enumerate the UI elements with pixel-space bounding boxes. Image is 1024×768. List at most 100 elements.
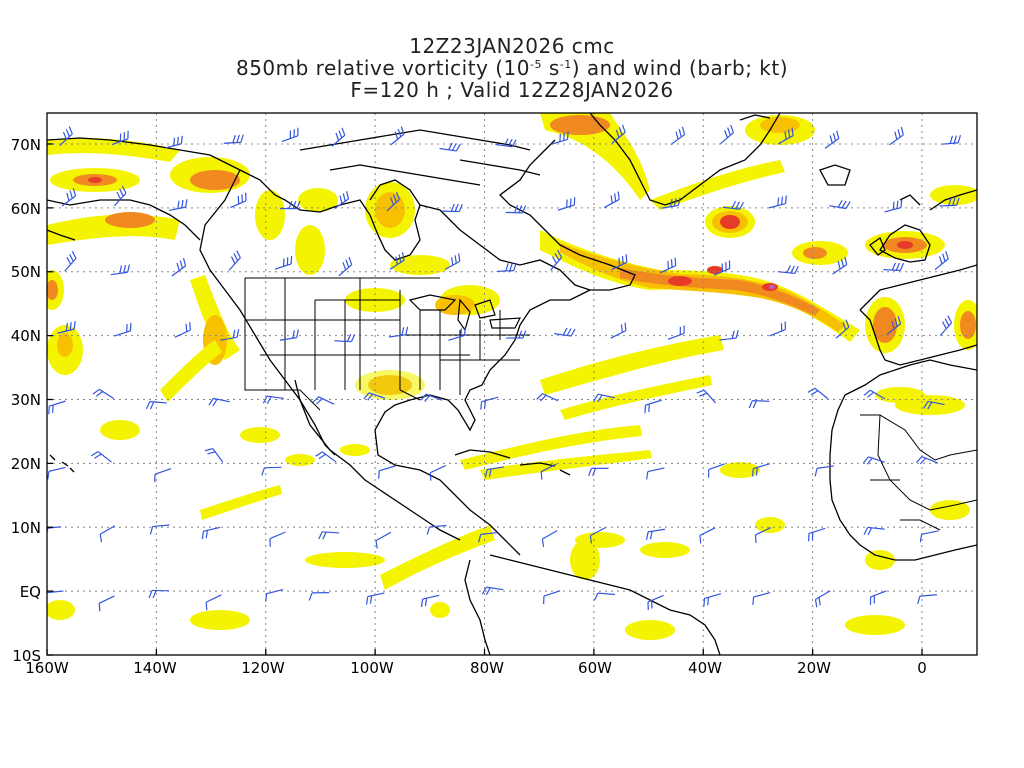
wind-barb-flag <box>589 535 592 544</box>
wind-barb-flag <box>837 261 841 270</box>
wind-barb-flag <box>735 201 741 210</box>
wind-barb-staff <box>486 586 504 591</box>
wind-barb-staff <box>98 595 115 604</box>
wind-barb-flag <box>791 127 794 136</box>
wind-barb-flag <box>292 330 295 339</box>
wind-barb-flag <box>511 139 517 148</box>
lon-labels: 160W 140W 120W 100W 80W 60W 40W 20W 0 <box>25 659 927 677</box>
wind-barb-staff <box>814 387 829 400</box>
wind-barb-flag <box>569 198 572 207</box>
wind-barb-flag <box>900 199 903 208</box>
wind-barb-flag <box>420 393 427 401</box>
wind-barb-flag <box>292 200 297 209</box>
wind-barb-flag <box>394 131 399 140</box>
wind-barb-flag <box>240 134 244 143</box>
lat-label-10S: 10S <box>12 647 41 665</box>
wind-barb-staff <box>269 531 286 540</box>
wind-barb-flag <box>897 129 901 138</box>
wind-barb <box>47 526 61 535</box>
wind-barb-staff <box>921 530 939 535</box>
wind-barb-staff <box>835 326 850 339</box>
wind-barb-flag <box>956 197 960 206</box>
wind-barb-staff <box>220 336 238 341</box>
wind-barb-staff <box>480 531 498 536</box>
wind-barb-flag <box>724 130 728 138</box>
wind-barb-flag <box>230 256 236 264</box>
wind-barb-flag <box>207 451 216 455</box>
wind-barb-staff <box>542 393 559 402</box>
wind-barb-flag <box>342 193 346 202</box>
wind-barb-flag <box>563 132 565 141</box>
wind-barb-flag <box>784 131 787 140</box>
wind-barb-flag <box>618 257 621 266</box>
wind-barb-flag <box>829 135 833 144</box>
wind-barb-flag <box>618 127 623 136</box>
wind-barb-flag <box>367 393 374 401</box>
wind-barb <box>713 260 731 276</box>
wind-barb-staff <box>720 132 734 145</box>
title-line-2: 850mb relative vorticity (10-5 s-1) and … <box>235 56 789 80</box>
wind-barb-staff <box>495 143 513 148</box>
wind-barb-staff <box>660 265 676 274</box>
wind-barb-staff <box>939 204 957 207</box>
wind-barb-flag <box>573 197 576 206</box>
wind-barb-flag <box>450 203 455 212</box>
wind-barb <box>923 400 945 410</box>
wind-barb-staff <box>318 396 335 405</box>
wind-barb-flag <box>727 127 731 136</box>
wind-barb-flag <box>398 254 402 263</box>
title-line-1: 12Z23JAN2026 cmc <box>409 34 615 58</box>
wind-barb <box>916 456 938 465</box>
wind-barb-flag <box>145 401 151 410</box>
wind-barb <box>389 252 405 270</box>
wind-barb-flag <box>405 326 409 335</box>
wind-barb-staff <box>551 138 568 145</box>
wind-barb-staff <box>205 594 222 603</box>
wind-barb <box>540 463 557 480</box>
wind-barb <box>551 131 569 145</box>
lon-label-160W: 160W <box>25 659 69 677</box>
wind-barb-flag <box>944 318 950 327</box>
wind-barb <box>262 395 285 405</box>
wind-barb-flag <box>201 531 205 540</box>
wind-barb <box>363 392 386 401</box>
wind-barb-flag <box>699 535 702 544</box>
wind-barb-flag <box>895 262 901 271</box>
wind-barb-staff <box>99 388 114 399</box>
lon-label-0: 0 <box>917 659 927 677</box>
wind-barb-flag <box>208 398 214 406</box>
wind-barb-flag <box>121 185 127 194</box>
wind-barb-flag <box>123 264 127 273</box>
wind-barb-flag <box>94 453 102 459</box>
wind-barb-flag <box>891 262 897 271</box>
wind-barb <box>113 185 127 207</box>
wind-barb-flag <box>454 203 459 212</box>
wind-barb-flag <box>588 468 593 477</box>
wind-barb-staff <box>389 259 405 270</box>
wind-barb <box>274 255 293 270</box>
wind-barb-flag <box>597 394 603 403</box>
wind-barb-flag <box>536 393 543 400</box>
wind-barb-staff <box>64 257 77 272</box>
wind-barb-staff <box>439 147 457 152</box>
wind-barb <box>64 251 77 272</box>
wind-barb-flag <box>570 328 576 337</box>
wind-barb-flag <box>938 256 943 265</box>
wind-barb <box>719 330 739 341</box>
wind-barb-flag <box>454 255 457 264</box>
wind-barb-staff <box>722 206 740 210</box>
wind-barb-staff <box>113 192 127 207</box>
wind-barb-flag <box>185 323 188 332</box>
wind-barb <box>939 197 960 207</box>
wind-barb-staff <box>647 594 664 603</box>
wind-barb-staff <box>338 264 353 277</box>
wind-barb-flag <box>401 327 405 336</box>
wind-barb-flag <box>552 256 557 264</box>
wind-barb-staff <box>59 133 73 146</box>
wind-barb-flag <box>621 124 626 133</box>
wind-barb-staff <box>667 332 685 340</box>
wind-barb-flag <box>919 457 927 465</box>
wind-barb-staff <box>367 592 385 598</box>
wind-barb-staff <box>487 466 505 471</box>
wind-barb-flag <box>942 253 946 262</box>
